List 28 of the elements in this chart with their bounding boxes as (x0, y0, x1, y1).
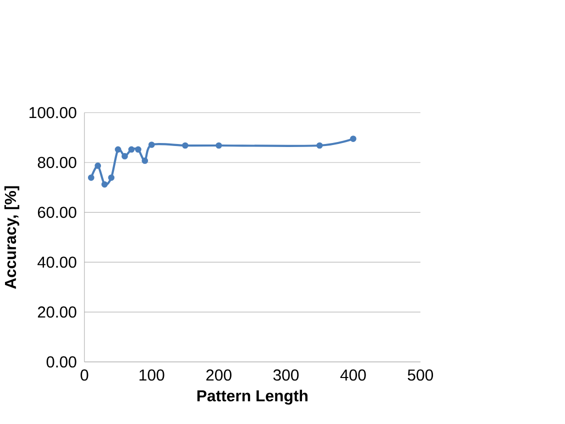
y-tick-label: 20.00 (38, 306, 76, 318)
y-tick-label: 60.00 (38, 206, 76, 218)
point (88, 174, 94, 181)
point (122, 152, 128, 160)
y-tick-label: 80.00 (38, 156, 76, 168)
point (142, 157, 148, 164)
point (101, 181, 108, 188)
point (216, 142, 222, 149)
x-tick-label: 400 (340, 369, 366, 380)
point (128, 146, 135, 152)
y-tick-label: 0.00 (46, 356, 76, 368)
point (316, 142, 323, 149)
x-tick-label: 300 (273, 369, 299, 380)
point (108, 174, 114, 181)
y-tick-label: 40.00 (38, 256, 76, 268)
x-tick-label: 100 (140, 369, 164, 380)
x-tick-label: 200 (206, 369, 232, 380)
y-tick-label: 100.00 (30, 106, 76, 118)
point (182, 142, 188, 149)
point (350, 135, 356, 142)
x-axis-title: Pattern Length (197, 390, 308, 404)
point (148, 141, 155, 148)
point (94, 162, 102, 169)
point (114, 146, 122, 152)
x-tick-label: 0 (80, 369, 88, 380)
y-axis-title: Accuracy, [%] (4, 186, 20, 289)
x-tick-label: 500 (408, 369, 434, 380)
point (134, 146, 142, 152)
